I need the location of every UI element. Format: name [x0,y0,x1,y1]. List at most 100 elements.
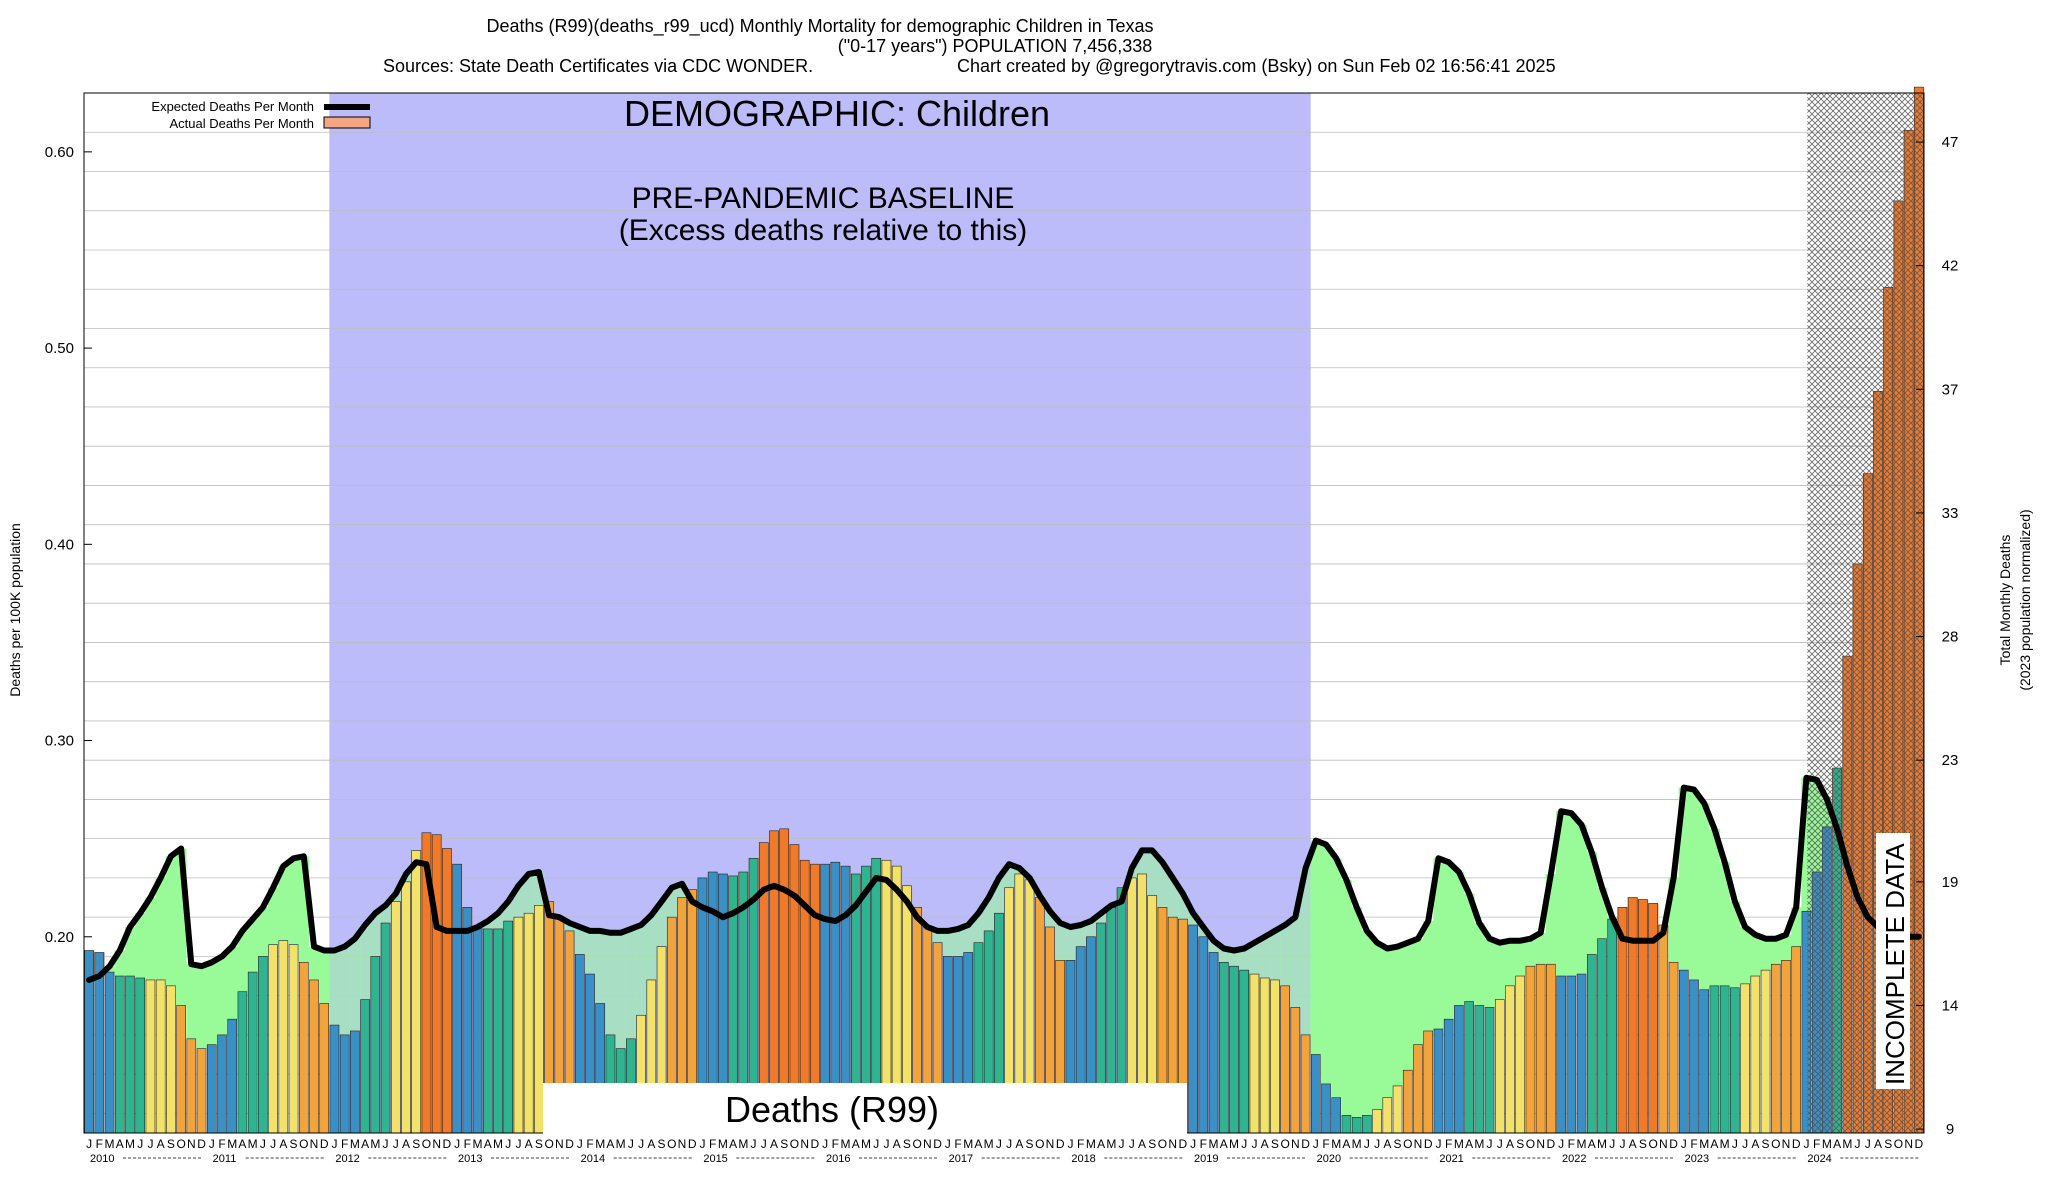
excess-fill-segment [942,930,954,957]
bar [1740,983,1750,1134]
bar [135,977,146,1134]
bar [1280,985,1290,1134]
x-year-label-bg [88,1151,122,1165]
bar [227,1018,238,1134]
x-month-label: F [586,1137,593,1151]
excess-fill-segment [482,921,494,929]
x-month-label: J [945,1137,951,1151]
excess-fill-segment [1709,828,1720,986]
bar [1208,952,1219,1134]
x-month-label: J [515,1137,521,1151]
bar [237,991,248,1134]
bar [1627,897,1638,1134]
x-month-label: J [761,1137,767,1151]
bar [176,1005,186,1134]
incomplete-label: INCOMPLETE DATA [1880,843,1910,1085]
excess-fill-segment [360,925,371,1000]
excess-fill-segment [676,883,688,898]
x-year-label: 2019 [1194,1153,1218,1165]
x-month-label: M [963,1137,973,1151]
x-month-label: F [709,1137,716,1151]
x-month-label: A [1629,1137,1637,1151]
bar [462,907,473,1134]
excess-fill-segment [1412,938,1424,1045]
excess-fill-segment [257,907,269,957]
x-year-label-bg [946,1151,981,1165]
excess-fill-segment [114,950,126,977]
bar [1566,975,1577,1134]
x-month-label: J [260,1137,266,1151]
excess-fill-segment [1576,824,1587,975]
bar [482,928,493,1134]
x-month-label: J [873,1137,879,1151]
bar [298,961,309,1134]
x-month-label: M [1209,1137,1219,1151]
x-year-label-bg [210,1151,245,1165]
x-month-label: D [933,1137,942,1151]
excess-fill-segment [247,919,259,973]
excess-fill-segment [564,923,575,931]
x-month-label: S [535,1137,543,1151]
x-month-label: M [105,1137,115,1151]
x-month-label: N [1168,1137,1177,1151]
excess-fill-segment [625,928,637,1039]
excess-fill-segment [656,901,667,947]
bar [1433,1028,1444,1134]
x-month-label: S [1884,1137,1892,1151]
excess-fill-segment [1699,803,1710,990]
excess-fill-segment [584,930,596,975]
excess-fill-segment [1136,850,1148,874]
x-month-label: J [1558,1137,1564,1151]
excess-fill-segment [1586,852,1598,955]
x-month-label: N [800,1137,809,1151]
x-month-label: A [484,1137,492,1151]
excess-fill-segment [513,885,524,918]
bar [1249,973,1260,1134]
y-tick-right-label: 9 [1946,1121,1954,1138]
x-month-label: A [1261,1137,1269,1151]
excess-fill-segment [1320,844,1332,1084]
legend-actual-label: Actual Deaths Per Month [169,116,314,131]
x-month-label: M [718,1137,728,1151]
x-year-label-bg [456,1151,490,1165]
y-tick-right-label: 42 [1942,258,1959,275]
x-month-label: M [370,1137,380,1151]
excess-fill-segment [1310,840,1322,1055]
excess-fill-segment [1740,926,1751,984]
bar [217,1034,227,1134]
expected-line-layer [86,774,1922,983]
x-month-label: O [1894,1137,1903,1151]
x-month-label: M [248,1137,258,1151]
x-month-label: J [1364,1137,1370,1151]
x-month-label: J [1435,1137,1441,1151]
y-tick-left-label: 0.40 [45,536,74,553]
x-month-label: J [1006,1137,1012,1151]
bar [1678,969,1689,1134]
x-month-label: J [1251,1137,1257,1151]
excess-fill-segment [1392,946,1403,1086]
x-month-label: O [1403,1137,1412,1151]
demographic-annotation: DEMOGRAPHIC: Children [624,93,1050,134]
bar [1586,954,1597,1134]
x-month-label: M [1331,1137,1341,1151]
bar [1607,918,1618,1134]
excess-fill-segment [288,858,299,945]
x-month-label: O [667,1137,676,1151]
x-month-label: N [1782,1137,1791,1151]
bar [155,979,166,1134]
bar [288,944,299,1134]
excess-fill-segment [1259,936,1271,978]
x-month-label: J [1241,1137,1247,1151]
x-month-label: D [1056,1137,1065,1151]
y-axis-right-title-line2: (2023 population normalized) [2017,509,2033,690]
x-month-label: D [1915,1137,1924,1151]
x-month-label: A [361,1137,369,1151]
excess-fill-segment [646,915,657,980]
bar [1474,1005,1485,1134]
bar [1781,960,1791,1134]
x-month-label: D [1424,1137,1433,1151]
excess-fill-segment [268,887,279,945]
excess-fill-segment [1750,934,1761,977]
x-month-label: J [996,1137,1002,1151]
